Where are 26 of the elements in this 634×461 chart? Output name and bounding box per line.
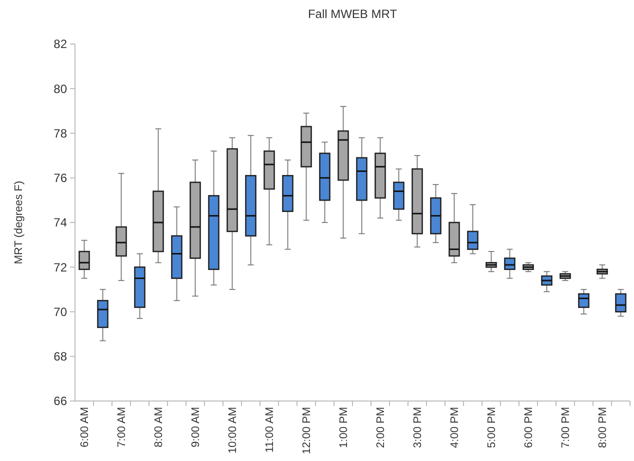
y-tick-label: 66 [54,394,68,408]
x-tick-label: 10:00 AM [227,407,240,454]
y-tick-label: 78 [54,126,68,140]
x-tick-label: 12:00 PM [301,407,314,454]
x-tick-label: 11:00 AM [264,407,276,453]
x-tick-label: 6:00 PM [523,407,536,448]
x-tick-label: 8:00 PM [597,407,610,448]
y-tick-label: 82 [54,37,68,52]
x-tick-label: 3:00 PM [412,407,424,448]
y-tick-label: 74 [54,216,68,230]
y-tick-label: 80 [54,82,68,96]
x-tick-label: 4:00 PM [449,407,462,448]
x-tick-label: 7:00 PM [560,407,572,448]
x-tick-label: 7:00 AM [116,407,128,448]
x-tick-label: 5:00 PM [486,407,498,448]
y-tick-label: 76 [54,171,68,186]
y-tick-label: 68 [54,350,68,364]
y-tick-label: 70 [54,304,68,319]
x-tick-label: 1:00 PM [338,407,350,448]
x-tick-label: 2:00 PM [375,407,388,448]
x-tick-label: 6:00 AM [79,407,92,448]
chart-title: Fall MWEB MRT [308,7,398,21]
y-tick-label: 72 [54,260,68,274]
x-tick-label: 9:00 AM [190,407,202,448]
x-tick-label: 8:00 AM [153,407,166,448]
y-axis-title: MRT (degrees F) [13,180,25,264]
